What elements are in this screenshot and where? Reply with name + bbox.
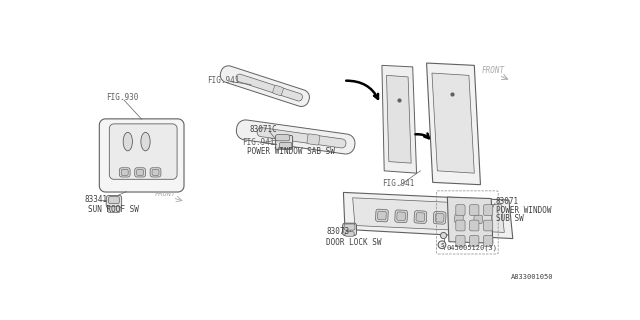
Text: FIG.930: FIG.930 [106, 93, 139, 102]
Polygon shape [414, 211, 427, 223]
Polygon shape [307, 134, 320, 145]
Polygon shape [397, 212, 406, 221]
Polygon shape [121, 169, 128, 175]
FancyArrowPatch shape [346, 81, 378, 99]
Polygon shape [435, 213, 444, 222]
Text: 83071: 83071 [496, 197, 519, 206]
Polygon shape [152, 169, 159, 175]
Polygon shape [99, 119, 184, 192]
Text: DOOR LOCK SW: DOOR LOCK SW [326, 238, 382, 247]
Polygon shape [387, 75, 411, 163]
Polygon shape [433, 212, 446, 224]
Polygon shape [276, 135, 289, 141]
Polygon shape [472, 213, 484, 226]
Polygon shape [484, 220, 493, 231]
Polygon shape [427, 63, 481, 185]
Text: 83071C: 83071C [250, 125, 277, 134]
Text: SUN ROOF SW: SUN ROOF SW [88, 205, 139, 214]
Polygon shape [456, 205, 465, 215]
Polygon shape [109, 124, 177, 179]
Ellipse shape [141, 132, 150, 151]
Circle shape [440, 232, 447, 239]
Polygon shape [344, 224, 355, 230]
Polygon shape [454, 214, 463, 223]
Circle shape [438, 241, 446, 249]
Text: 83341: 83341 [84, 195, 108, 204]
Polygon shape [236, 74, 303, 101]
Ellipse shape [123, 132, 132, 151]
Polygon shape [137, 169, 143, 175]
Polygon shape [470, 205, 479, 215]
Text: FRONT: FRONT [155, 191, 176, 197]
Polygon shape [273, 85, 284, 95]
Text: 83073: 83073 [326, 227, 349, 236]
Polygon shape [474, 215, 483, 224]
Polygon shape [416, 213, 425, 221]
Text: FIG.941: FIG.941 [242, 138, 274, 147]
Polygon shape [342, 223, 356, 236]
Polygon shape [432, 73, 474, 173]
Text: FRONT: FRONT [482, 66, 505, 75]
Polygon shape [119, 168, 130, 177]
Polygon shape [484, 205, 493, 215]
Polygon shape [108, 206, 120, 212]
Polygon shape [150, 168, 161, 177]
Polygon shape [276, 135, 292, 149]
Polygon shape [452, 212, 465, 225]
Polygon shape [280, 142, 292, 148]
Polygon shape [109, 196, 119, 204]
Polygon shape [135, 168, 145, 177]
Polygon shape [236, 120, 355, 154]
Polygon shape [382, 65, 417, 173]
Polygon shape [470, 236, 479, 246]
Polygon shape [106, 196, 122, 208]
Text: FIG.941: FIG.941 [382, 179, 414, 188]
Polygon shape [353, 198, 504, 232]
Text: POWER WINDOW SAB SW: POWER WINDOW SAB SW [247, 147, 335, 156]
Polygon shape [257, 128, 346, 148]
Polygon shape [456, 220, 465, 231]
Text: FIG.941: FIG.941 [207, 76, 239, 85]
Text: 045005120(3): 045005120(3) [447, 244, 497, 251]
Text: POWER WINDOW: POWER WINDOW [496, 206, 552, 215]
Polygon shape [447, 197, 493, 243]
Polygon shape [220, 66, 309, 107]
Polygon shape [456, 236, 465, 246]
Text: S: S [440, 243, 444, 248]
Polygon shape [344, 192, 513, 239]
Polygon shape [470, 220, 479, 231]
FancyArrowPatch shape [415, 133, 429, 138]
Polygon shape [378, 211, 387, 220]
Text: SUB SW: SUB SW [496, 214, 524, 223]
Polygon shape [484, 236, 493, 246]
Polygon shape [345, 232, 354, 236]
Polygon shape [395, 210, 408, 223]
Text: A833001050: A833001050 [511, 274, 554, 280]
Polygon shape [376, 209, 388, 222]
